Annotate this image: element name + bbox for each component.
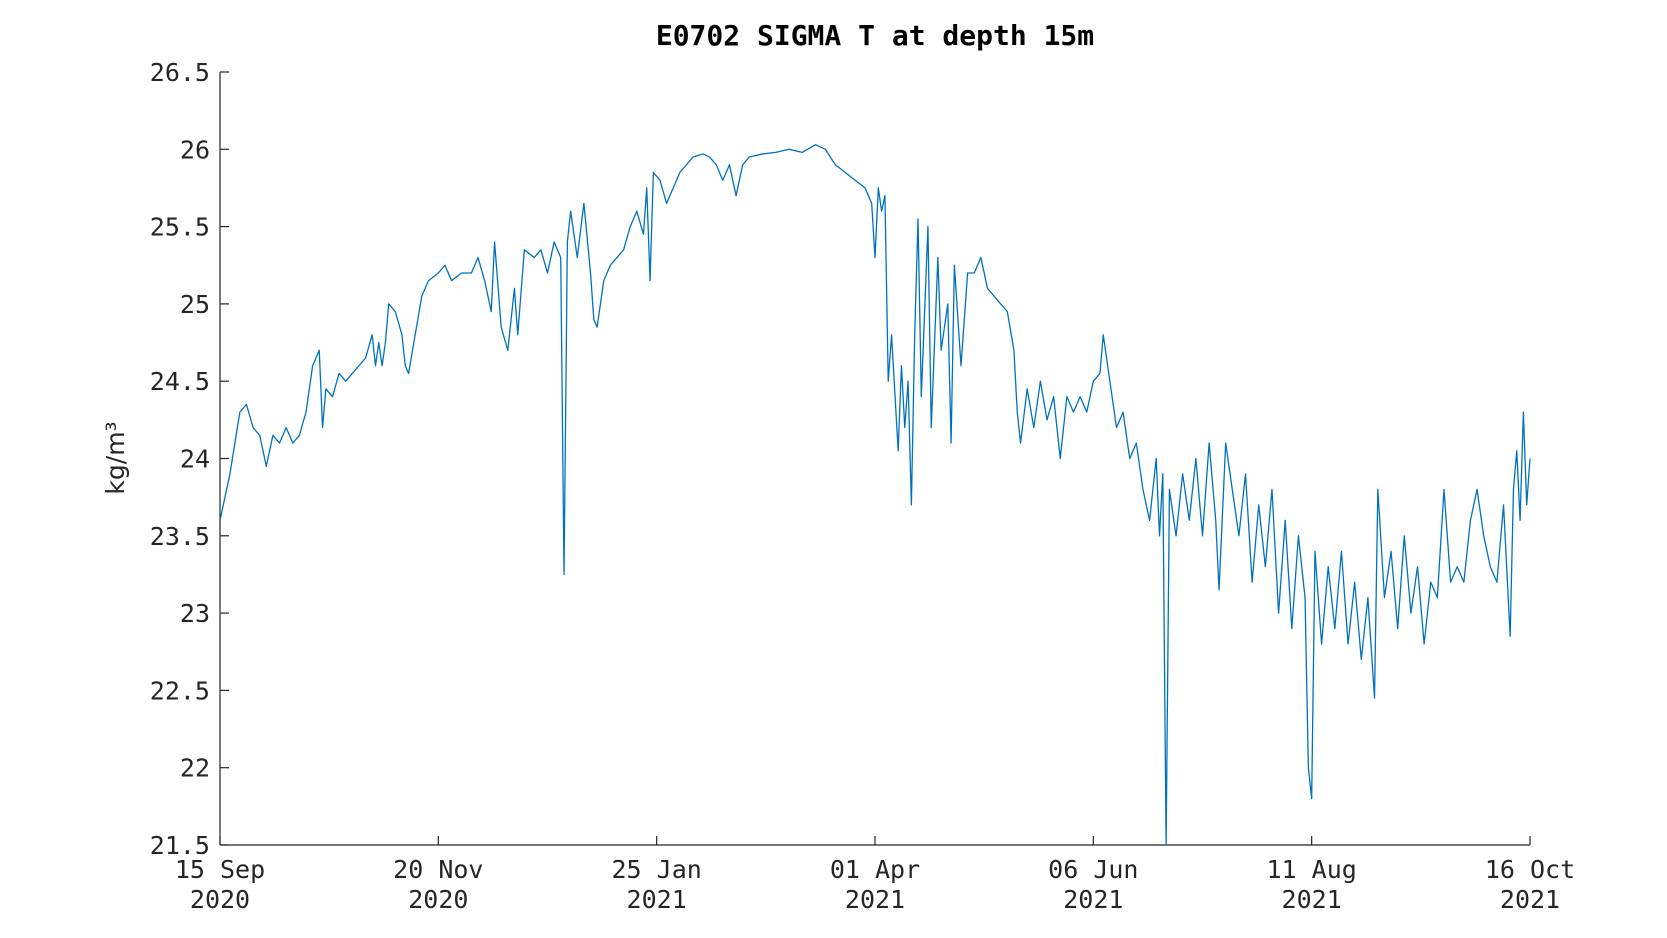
y-tick-label: 22.5	[150, 676, 210, 705]
y-tick-label: 23	[180, 599, 210, 628]
x-tick-label: 16 Oct 2021	[1485, 855, 1575, 914]
x-tick-label-line: 2020	[408, 885, 468, 914]
y-tick-label: 22	[180, 754, 210, 783]
x-tick-label: 11 Aug 2021	[1267, 855, 1357, 914]
x-tick-label-line: 2021	[1500, 885, 1560, 914]
x-tick-label-line: 2021	[1282, 885, 1342, 914]
x-tick-label-line: 06 Jun	[1048, 855, 1138, 884]
x-tick-label: 20 Nov 2020	[393, 855, 483, 914]
y-tick-label: 23.5	[150, 522, 210, 551]
y-tick-label: 25.5	[150, 213, 210, 242]
y-tick-label: 26	[180, 135, 210, 164]
x-tick-label-line: 25 Jan	[612, 855, 702, 884]
x-tick-label-line: 2021	[627, 885, 687, 914]
x-tick-label: 15 Sep 2020	[175, 855, 265, 914]
x-tick-label-line: 2021	[845, 885, 905, 914]
x-tick-label: 25 Jan 2021	[612, 855, 702, 914]
x-tick-label-line: 01 Apr	[830, 855, 920, 884]
data-line	[219, 144, 1531, 846]
x-tick-label-line: 20 Nov	[393, 855, 483, 884]
y-tick-label: 21.5	[150, 831, 210, 860]
x-tick-label-line: 2020	[190, 885, 250, 914]
y-axis-label: kg/m³	[101, 421, 130, 494]
y-tick-label: 24.5	[150, 367, 210, 396]
x-tick-label-line: 16 Oct	[1485, 855, 1575, 884]
y-tick-label: 24	[180, 445, 210, 474]
x-tick-label: 06 Jun 2021	[1048, 855, 1138, 914]
x-tick-label-line: 2021	[1063, 885, 1123, 914]
chart-title: E0702 SIGMA T at depth 15m	[656, 19, 1094, 52]
x-tick-label-line: 15 Sep	[175, 855, 265, 884]
x-tick-label: 01 Apr 2021	[830, 855, 920, 914]
x-tick-label-line: 11 Aug	[1267, 855, 1357, 884]
y-tick-label: 25	[180, 290, 210, 319]
y-tick-label: 26.5	[150, 58, 210, 87]
